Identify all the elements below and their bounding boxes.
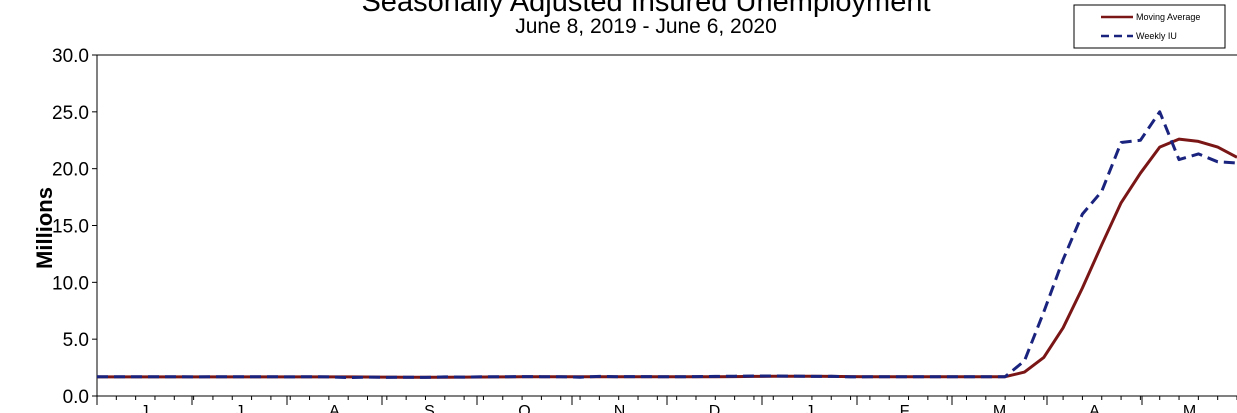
- chart-title: Seasonally Adjusted Insured Unemployment: [361, 0, 930, 18]
- legend: Moving Average Weekly IU: [1073, 4, 1226, 49]
- x-tick-label: J: [236, 403, 244, 413]
- y-tick-label: 5.0: [63, 330, 89, 351]
- x-tick-label: J: [141, 403, 149, 413]
- y-tick-label: 30.0: [52, 46, 89, 67]
- y-tick-label: 15.0: [52, 217, 89, 238]
- x-tick-label: J: [806, 403, 814, 413]
- legend-label-moving-average: Moving Average: [1136, 12, 1200, 22]
- x-tick-label: A: [1089, 403, 1100, 413]
- y-tick-label: 25.0: [52, 103, 89, 124]
- chart-subtitle: June 8, 2019 - June 6, 2020: [515, 15, 777, 38]
- x-tick-label: S: [424, 403, 435, 413]
- x-tick-label: N: [614, 403, 626, 413]
- y-tick-label: 0.0: [63, 387, 89, 408]
- x-tick-label: M: [1183, 403, 1196, 413]
- x-tick-label: D: [709, 403, 721, 413]
- series-lines: [96, 110, 1237, 380]
- y-tick-label: 10.0: [52, 273, 89, 294]
- legend-box: [1073, 4, 1226, 49]
- x-tick-label: M: [993, 403, 1006, 413]
- axes: [96, 54, 1237, 397]
- x-tick-label: A: [329, 403, 340, 413]
- x-tick-label: F: [900, 403, 910, 413]
- y-ticks: 0.0 5.0 10.0 15.0 20.0 25.0 30.0: [52, 46, 97, 408]
- series-line-weekly: [96, 110, 1237, 380]
- y-axis-label: Millions: [32, 187, 57, 269]
- legend-label-weekly: Weekly IU: [1136, 31, 1177, 41]
- series-line-moving-average: [97, 137, 1237, 379]
- x-tick-label: O: [518, 403, 530, 413]
- y-tick-label: 20.0: [52, 160, 89, 181]
